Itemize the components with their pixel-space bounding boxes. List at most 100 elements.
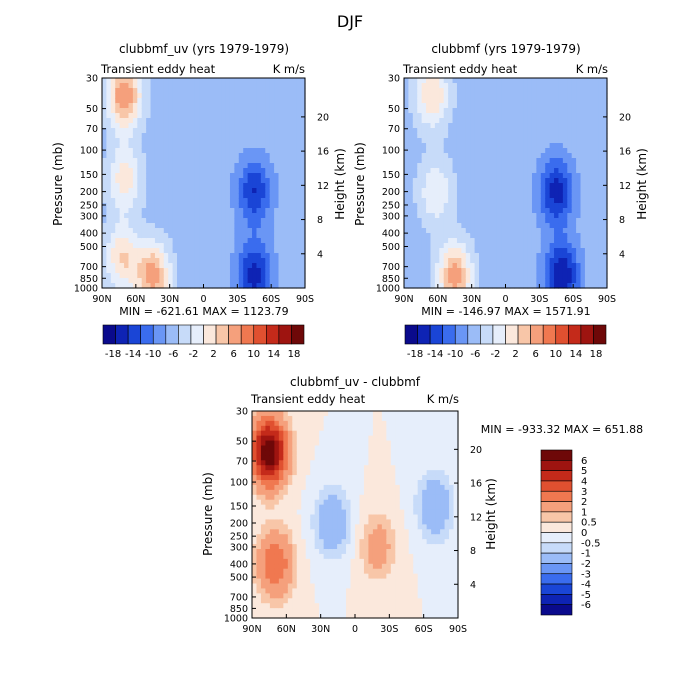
- heatmap-cell: [154, 148, 160, 154]
- heatmap-cell: [465, 193, 471, 199]
- heatmap-cell: [319, 549, 325, 555]
- heatmap-cell: [509, 93, 515, 99]
- heatmap-cell: [216, 88, 222, 94]
- heatmap-cell: [282, 163, 288, 169]
- heatmap-cell: [159, 103, 165, 109]
- heatmap-cell: [181, 103, 187, 109]
- heatmap-cell: [346, 588, 352, 594]
- heatmap-cell: [106, 248, 112, 254]
- heatmap-cell: [323, 534, 329, 540]
- heatmap-cell: [470, 208, 476, 214]
- heatmap-cell: [199, 138, 205, 144]
- heatmap-cell: [531, 213, 537, 219]
- heatmap-cell: [221, 138, 227, 144]
- heatmap-cell: [300, 163, 306, 169]
- heatmap-cell: [216, 198, 222, 204]
- heatmap-cell: [545, 243, 551, 249]
- heatmap-cell: [531, 178, 537, 184]
- heatmap-cell: [247, 203, 253, 209]
- heatmap-cell: [523, 253, 529, 259]
- heatmap-cell: [465, 83, 471, 89]
- heatmap-cell: [243, 238, 249, 244]
- heatmap-cell: [260, 83, 266, 89]
- heatmap-cell: [238, 78, 244, 84]
- heatmap-cell: [292, 425, 298, 432]
- heatmap-cell: [430, 98, 436, 104]
- heatmap-cell: [287, 534, 293, 540]
- heatmap-cell: [487, 283, 493, 289]
- heatmap-cell: [292, 563, 298, 570]
- heatmap-cell: [562, 123, 568, 129]
- heatmap-cell: [580, 178, 586, 184]
- heatmap-cell: [234, 123, 240, 129]
- heatmap-cell: [132, 208, 138, 214]
- heatmap-cell: [448, 103, 454, 109]
- heatmap-cell: [479, 138, 485, 144]
- heatmap-cell: [501, 108, 507, 114]
- heatmap-cell: [292, 598, 298, 604]
- heatmap-cell: [430, 273, 436, 279]
- heatmap-cell: [141, 123, 147, 129]
- heatmap-cell: [531, 78, 537, 84]
- heatmap-cell: [602, 198, 608, 204]
- heatmap-cell: [328, 445, 334, 452]
- heatmap-cell: [487, 158, 493, 164]
- heatmap-cell: [404, 158, 410, 164]
- heatmap-cell: [492, 223, 498, 229]
- heatmap-cell: [332, 435, 338, 442]
- heatmap-cell: [496, 143, 502, 149]
- heatmap-cell: [505, 173, 511, 179]
- heatmap-cell: [509, 118, 515, 124]
- heatmap-cell: [531, 103, 537, 109]
- heatmap-cell: [474, 228, 480, 234]
- heatmap-cell: [337, 598, 343, 604]
- heatmap-cell: [185, 98, 191, 104]
- heatmap-cell: [310, 529, 316, 535]
- heatmap-cell: [509, 143, 515, 149]
- heatmap-cell: [479, 98, 485, 104]
- heatmap-cell: [247, 173, 253, 179]
- heatmap-cell: [417, 88, 423, 94]
- heatmap-cell: [408, 193, 414, 199]
- heatmap-cell: [470, 103, 476, 109]
- heatmap-cell: [269, 138, 275, 144]
- heatmap-cell: [487, 268, 493, 274]
- heatmap-cell: [132, 143, 138, 149]
- heatmap-cell: [350, 494, 356, 501]
- heatmap-cell: [265, 470, 271, 476]
- heatmap-cell: [287, 153, 293, 159]
- heatmap-cell: [584, 223, 590, 229]
- colorbar-label: -10: [447, 349, 463, 360]
- heatmap-cell: [523, 248, 529, 254]
- heatmap-cell: [496, 113, 502, 119]
- heatmap-cell: [470, 233, 476, 239]
- heatmap-cell: [194, 148, 200, 154]
- heatmap-cell: [567, 208, 573, 214]
- heatmap-cell: [243, 148, 249, 154]
- heatmap-cell: [492, 148, 498, 154]
- heatmap-cell: [163, 203, 169, 209]
- heatmap-cell: [474, 213, 480, 219]
- heatmap-cell: [247, 228, 253, 234]
- heatmap-cell: [291, 188, 297, 194]
- heatmap-cell: [328, 593, 334, 599]
- heatmap-cell: [483, 128, 489, 134]
- heatmap-cell: [256, 98, 262, 104]
- heatmap-cell: [602, 118, 608, 124]
- heatmap-cell: [287, 263, 293, 269]
- heatmap-cell: [589, 198, 595, 204]
- heatmap-cell: [119, 188, 125, 194]
- heatmap-cell: [190, 133, 196, 139]
- heatmap-cell: [474, 203, 480, 209]
- heatmap-cell: [252, 470, 258, 476]
- heatmap-cell: [562, 228, 568, 234]
- heatmap-cell: [247, 168, 253, 174]
- heatmap-cell: [168, 193, 174, 199]
- heatmap-cell: [234, 133, 240, 139]
- heatmap-cell: [465, 268, 471, 274]
- heatmap-cell: [562, 103, 568, 109]
- heatmap-cell: [212, 253, 218, 259]
- heatmap-cell: [216, 283, 222, 289]
- heatmap-cell: [505, 268, 511, 274]
- heatmap-cell: [434, 88, 440, 94]
